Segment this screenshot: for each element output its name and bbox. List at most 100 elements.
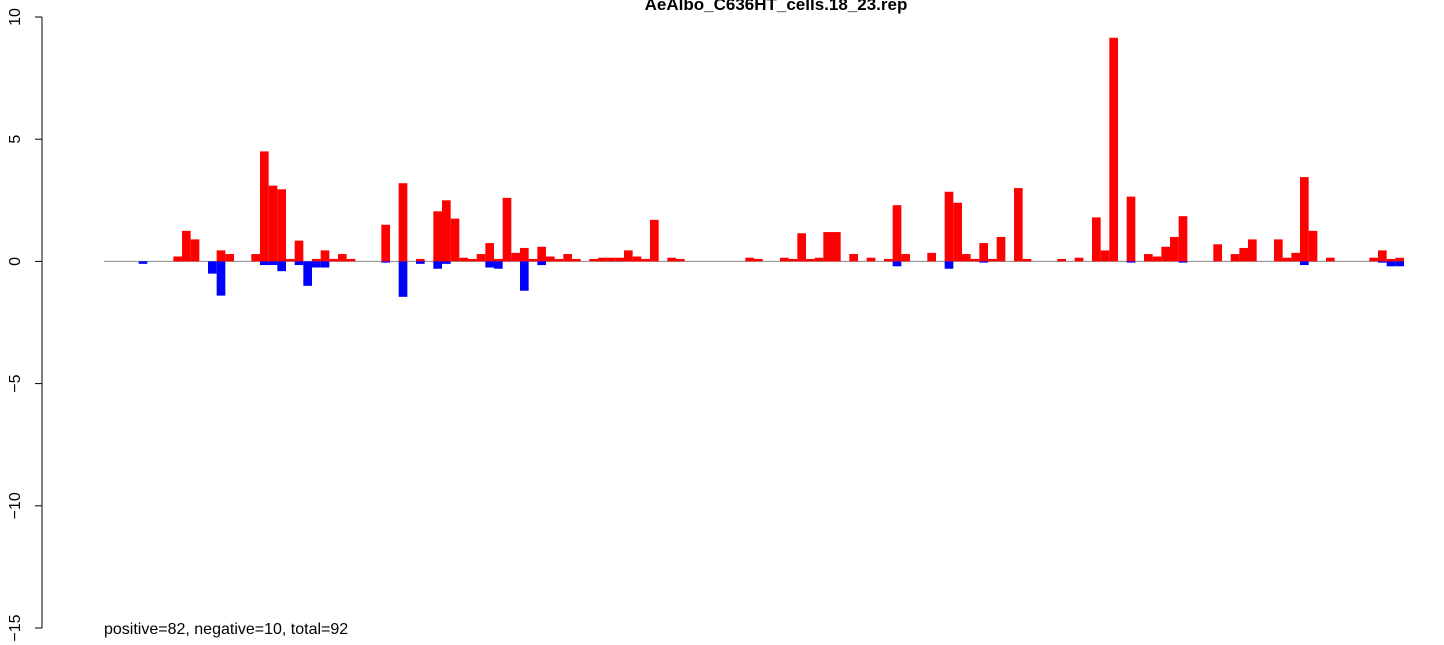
bar — [511, 252, 520, 262]
bar — [624, 250, 633, 262]
bar — [1126, 261, 1136, 263]
bar — [814, 257, 824, 262]
bar — [1248, 239, 1257, 262]
bar — [832, 232, 841, 262]
bar — [780, 257, 789, 262]
bar — [797, 233, 806, 262]
bar — [676, 258, 685, 262]
bar — [892, 261, 902, 267]
bar — [1300, 177, 1309, 262]
bar — [1213, 244, 1222, 262]
bar — [901, 254, 910, 262]
y-tick-label: 0 — [7, 257, 24, 266]
bar — [485, 243, 494, 262]
bar — [190, 239, 200, 262]
bar — [1395, 261, 1404, 267]
bar — [866, 257, 876, 262]
bar — [398, 183, 408, 262]
bar — [632, 256, 642, 262]
bar — [303, 261, 312, 286]
bar — [1144, 254, 1153, 262]
bar — [381, 261, 390, 263]
bar — [650, 219, 659, 262]
bar — [459, 257, 468, 262]
bar — [476, 254, 486, 262]
chart-title: AeAlbo_C636HT_cells.18_23.rep — [645, 0, 908, 14]
bar — [1386, 258, 1396, 262]
bar — [381, 224, 390, 262]
y-tick-label: −5 — [7, 374, 24, 392]
bar — [1074, 257, 1084, 262]
bar — [589, 258, 598, 262]
bar — [1178, 216, 1188, 262]
bar — [1378, 250, 1387, 262]
bar — [320, 250, 330, 262]
bar — [277, 189, 286, 262]
bar — [294, 240, 304, 262]
bar — [1274, 239, 1283, 262]
bar — [312, 261, 321, 268]
bar — [606, 257, 616, 262]
bar — [485, 261, 494, 268]
bar — [1161, 246, 1170, 262]
bar — [927, 252, 936, 262]
bar — [268, 185, 278, 262]
bar — [962, 254, 971, 262]
bar — [1100, 250, 1110, 262]
bar — [468, 258, 477, 262]
bar — [442, 261, 451, 264]
bar — [1092, 217, 1101, 262]
bar — [216, 261, 226, 296]
bar — [416, 258, 425, 262]
bar — [502, 197, 512, 262]
bar — [537, 246, 546, 262]
bar — [260, 151, 269, 262]
bar — [1239, 247, 1248, 262]
bar — [970, 258, 980, 262]
bar — [277, 261, 286, 272]
bar — [494, 261, 503, 269]
bar — [1386, 261, 1396, 267]
bar — [173, 256, 182, 262]
y-tick-label: 5 — [7, 135, 24, 144]
bar — [996, 236, 1006, 262]
bar — [572, 258, 581, 262]
y-tick-label: 10 — [7, 8, 24, 26]
bar — [788, 258, 798, 262]
bar — [823, 232, 832, 262]
bar — [1308, 230, 1318, 262]
bar — [615, 257, 624, 262]
bar — [260, 261, 269, 266]
bar — [329, 258, 338, 262]
bar — [537, 261, 546, 266]
bar — [944, 261, 954, 269]
bar — [1326, 257, 1335, 262]
bar — [208, 261, 217, 274]
bar — [294, 261, 304, 266]
bar — [1291, 252, 1300, 262]
bar — [1022, 258, 1032, 262]
bar — [338, 254, 347, 262]
bar — [1395, 257, 1404, 262]
bar — [554, 258, 564, 262]
bar — [892, 205, 902, 262]
bar — [979, 261, 988, 263]
bar — [268, 261, 278, 266]
bar — [312, 258, 321, 262]
bar — [754, 258, 763, 262]
bar — [745, 257, 754, 262]
bar — [1126, 196, 1136, 262]
bar — [346, 258, 356, 262]
bar — [806, 258, 815, 262]
bar — [1378, 261, 1387, 263]
bar — [1282, 257, 1292, 262]
bar — [416, 261, 425, 264]
bar — [979, 243, 988, 262]
bar — [953, 202, 962, 262]
bar — [884, 258, 893, 262]
y-tick-label: −10 — [7, 492, 24, 519]
bar — [520, 247, 529, 262]
bar — [450, 218, 460, 262]
bar — [286, 258, 295, 262]
